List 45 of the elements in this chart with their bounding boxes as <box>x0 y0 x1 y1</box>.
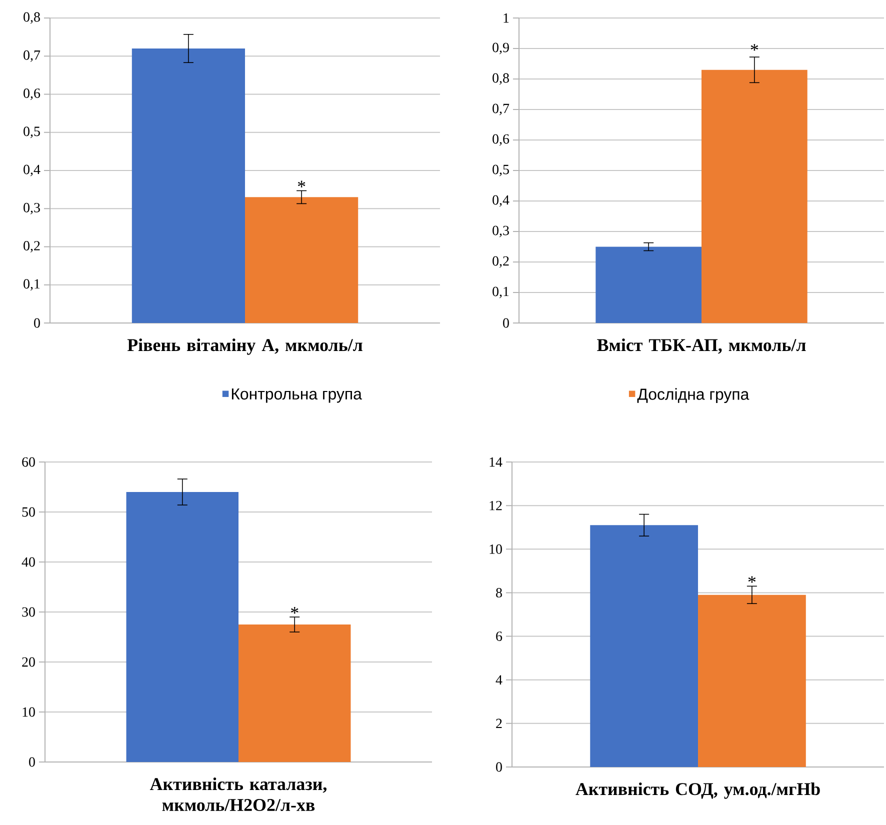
y-tick-label: 0,5 <box>24 126 40 138</box>
y-tick-label: 50 <box>22 507 35 517</box>
x-tick-label: Активність СОД, ум.од./мгHb <box>576 782 820 799</box>
y-tick-label: 0,3 <box>24 202 40 214</box>
y-tick-label: 12 <box>490 500 502 510</box>
y-tick-label: 0 <box>503 318 509 328</box>
y-tick-label: 60 <box>22 457 35 467</box>
y-tick-label: 30 <box>22 607 35 617</box>
y-tick-label: 6 <box>496 632 502 641</box>
y-tick-label: 0 <box>34 318 40 328</box>
y-tick-label: 8 <box>496 588 502 598</box>
y-tick-label: 0,8 <box>24 12 40 24</box>
legend-label: Контрольна група <box>232 388 362 403</box>
y-tick-label: 10 <box>22 707 35 717</box>
x-tick-label: Вміст ТБК-АП, мкмоль/л <box>597 338 806 354</box>
x-tick-label: Активність каталази, мкмоль/Н2О2/л-хв <box>150 778 326 812</box>
y-tick-label: 0,4 <box>24 164 40 176</box>
annotation: * <box>298 180 306 188</box>
annotation: * <box>748 576 756 583</box>
y-tick-label: 0,1 <box>492 286 509 298</box>
y-tick-label: 1 <box>504 13 509 23</box>
y-tick-label: 0,5 <box>492 164 509 176</box>
y-tick-label: 0 <box>29 757 35 767</box>
y-tick-label: 0,3 <box>492 226 509 238</box>
y-tick-label: 0,9 <box>492 42 509 54</box>
annotation: * <box>291 607 298 614</box>
y-tick-label: 20 <box>22 657 35 667</box>
x-tick-label: Рівень вітаміну А, мкмоль/л <box>127 338 362 355</box>
y-tick-label: 0,7 <box>24 50 40 62</box>
y-tick-label: 0,6 <box>492 134 510 146</box>
y-tick-label: 0,4 <box>492 195 510 207</box>
y-tick-label: 2 <box>496 718 502 728</box>
y-tick-label: 14 <box>490 457 502 467</box>
y-tick-label: 0,6 <box>24 88 40 100</box>
y-tick-label: 0,8 <box>492 73 509 85</box>
y-tick-label: 0 <box>496 762 502 772</box>
y-tick-label: 0,2 <box>492 256 509 268</box>
y-tick-label: 0,2 <box>24 241 40 252</box>
y-tick-label: 40 <box>22 557 35 567</box>
y-tick-label: 0,1 <box>24 279 40 291</box>
y-tick-label: 4 <box>496 675 502 684</box>
y-tick-label: 0,7 <box>492 104 510 116</box>
legend-label: Дослідна група <box>637 388 750 404</box>
y-tick-label: 10 <box>490 544 502 554</box>
annotation: * <box>750 44 758 51</box>
